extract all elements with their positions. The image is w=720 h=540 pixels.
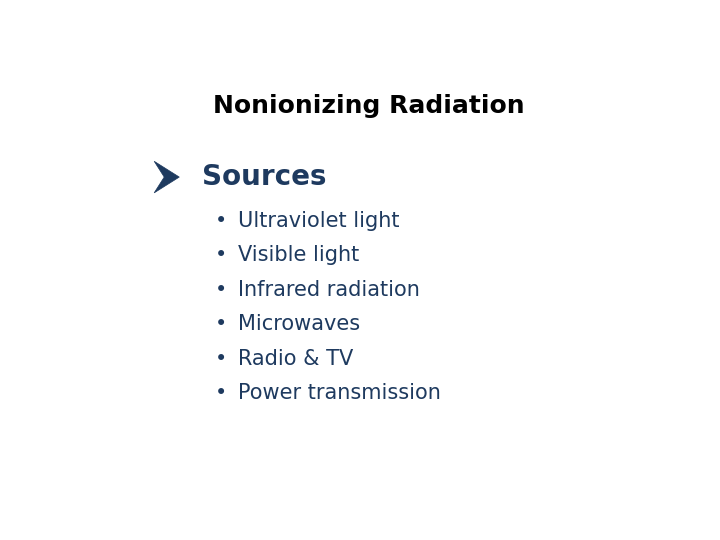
Text: Infrared radiation: Infrared radiation [238,280,420,300]
Text: •: • [215,211,228,231]
Text: Sources: Sources [202,163,326,191]
Text: •: • [215,314,228,334]
Polygon shape [154,161,179,193]
Text: •: • [215,349,228,369]
Text: •: • [215,245,228,265]
Text: Radio & TV: Radio & TV [238,349,353,369]
Text: Nonionizing Radiation: Nonionizing Radiation [213,94,525,118]
Text: Power transmission: Power transmission [238,383,441,403]
Text: •: • [215,383,228,403]
Text: Visible light: Visible light [238,245,359,265]
Text: Ultraviolet light: Ultraviolet light [238,211,400,231]
Text: •: • [215,280,228,300]
Text: Microwaves: Microwaves [238,314,360,334]
